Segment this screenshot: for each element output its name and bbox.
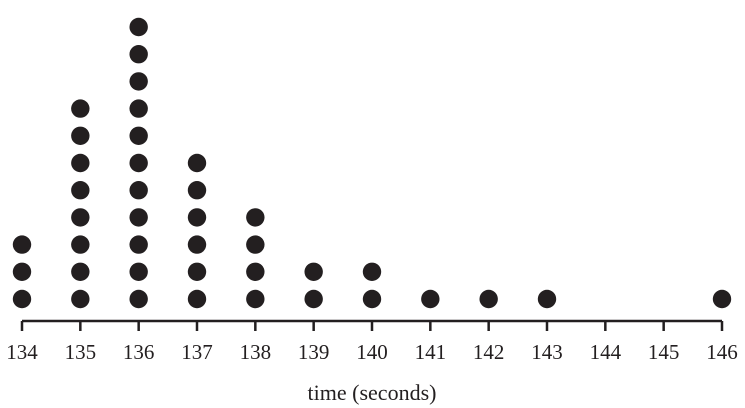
dot-139-2 <box>304 262 323 281</box>
dot-137-6 <box>187 153 207 173</box>
dot-135-1 <box>71 289 90 309</box>
dot-136-3 <box>129 235 148 254</box>
x-tick-label: 137 <box>181 340 213 364</box>
dot-135-5 <box>71 181 90 200</box>
dot-136-7 <box>129 126 148 145</box>
dot-137-1 <box>187 289 207 309</box>
dot-135-8 <box>71 99 90 118</box>
x-tick-label: 144 <box>590 340 622 364</box>
x-tick-label: 139 <box>298 340 330 364</box>
x-tick-label: 143 <box>531 340 563 364</box>
dot-136-5 <box>129 181 148 200</box>
dot-136-9 <box>129 72 148 91</box>
dots-layer <box>12 17 732 309</box>
dot-136-4 <box>129 208 148 227</box>
dot-136-8 <box>129 99 148 118</box>
dot-136-10 <box>129 45 148 64</box>
x-tick-label: 145 <box>648 340 680 364</box>
dot-140-2 <box>362 262 382 281</box>
x-axis-label: time (seconds) <box>308 380 437 405</box>
dot-137-4 <box>187 208 207 227</box>
x-tick-label: 142 <box>473 340 505 364</box>
dot-137-5 <box>187 181 207 200</box>
dot-143-1 <box>537 289 557 309</box>
x-axis-ticks: 134 135 136 137 138 139 140 141 142 143 144 145 146 <box>6 321 738 364</box>
x-tick-label: 135 <box>65 340 97 364</box>
dot-136-2 <box>129 262 148 281</box>
dot-146-1 <box>712 289 732 309</box>
dot-135-2 <box>71 262 90 281</box>
dot-136-1 <box>129 289 148 309</box>
dot-141-1 <box>421 289 440 309</box>
dot-138-2 <box>246 262 265 281</box>
x-tick-label: 140 <box>356 340 388 364</box>
x-tick-label: 141 <box>415 340 447 364</box>
x-tick-label: 136 <box>123 340 155 364</box>
dot-135-7 <box>71 126 90 145</box>
dot-138-3 <box>246 235 265 254</box>
dot-134-3 <box>12 235 32 254</box>
dot-134-2 <box>12 262 32 281</box>
dot-142-1 <box>479 289 498 309</box>
dot-139-1 <box>304 289 323 309</box>
dot-138-1 <box>246 289 265 309</box>
dot-134-1 <box>12 289 32 309</box>
x-tick-label: 138 <box>240 340 272 364</box>
dot-135-3 <box>71 235 90 254</box>
dot-136-6 <box>129 153 148 173</box>
x-tick-label: 146 <box>706 340 738 364</box>
dot-135-4 <box>71 208 90 227</box>
x-tick-label: 134 <box>6 340 38 364</box>
dot-135-6 <box>71 153 90 173</box>
dot-136-11 <box>129 17 148 37</box>
dot-140-1 <box>362 289 382 309</box>
dot-138-4 <box>246 208 265 227</box>
dot-137-2 <box>187 262 207 281</box>
dot-137-3 <box>187 235 207 254</box>
